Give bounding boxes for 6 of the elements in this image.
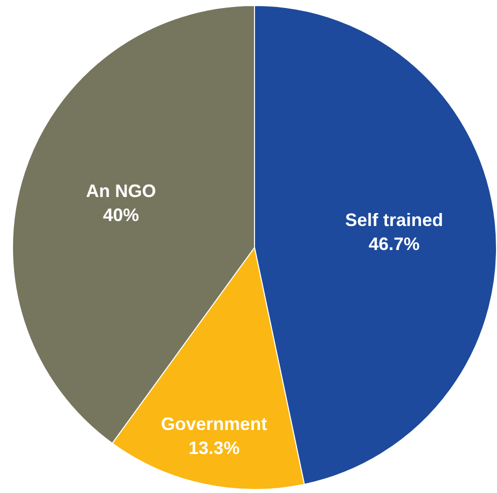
data-label: 13.3% xyxy=(188,438,240,458)
slice-label: Government xyxy=(161,414,268,434)
slice-label: An NGO xyxy=(86,181,156,202)
slice-label: Self trained xyxy=(345,210,444,230)
data-label: 46.7% xyxy=(368,234,420,254)
data-label: 40% xyxy=(102,205,140,226)
